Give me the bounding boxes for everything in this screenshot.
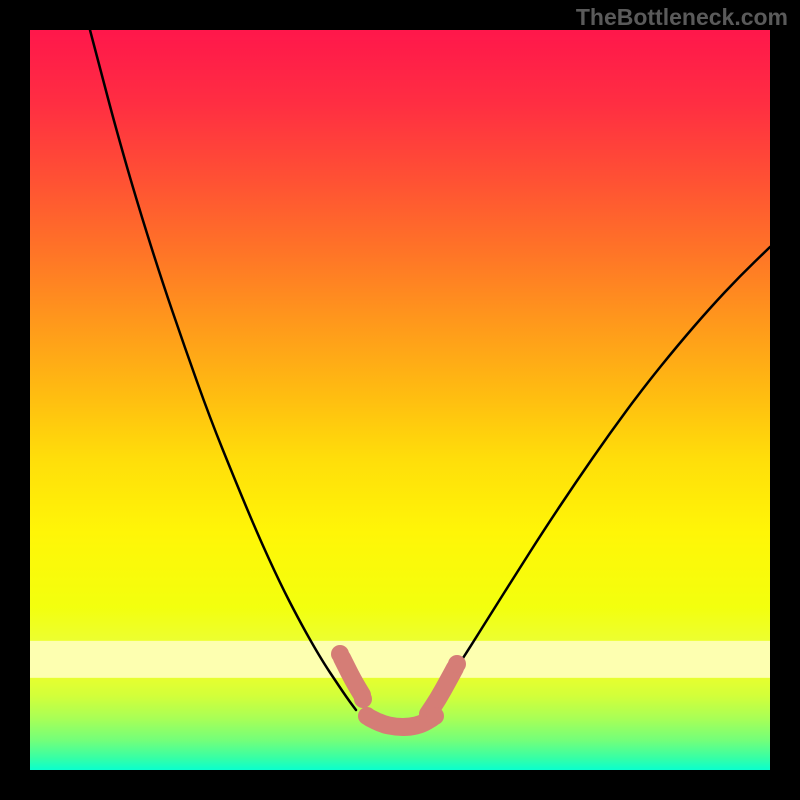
background-gradient bbox=[30, 30, 770, 770]
plot-area bbox=[30, 30, 770, 770]
watermark-text: TheBottleneck.com bbox=[576, 4, 788, 31]
chart-frame: TheBottleneck.com bbox=[0, 0, 800, 800]
